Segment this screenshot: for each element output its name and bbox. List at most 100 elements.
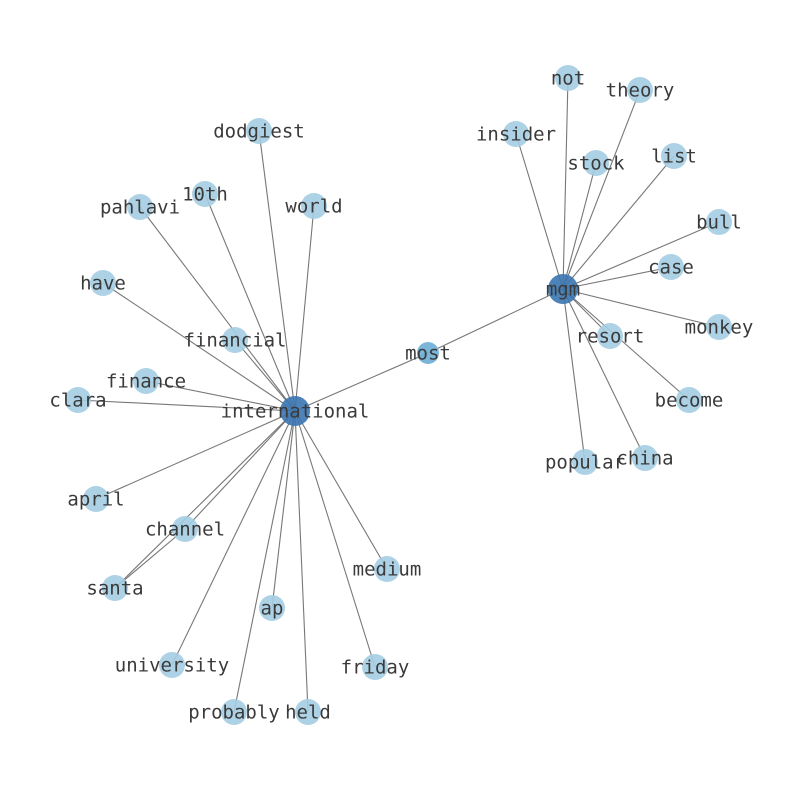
graph-node-monkey[interactable] (706, 314, 732, 340)
graph-node-list[interactable] (661, 143, 687, 169)
graph-node-label-list: list (651, 146, 697, 168)
graph-node-probably[interactable] (221, 699, 247, 725)
graph-node-label-medium: medium (353, 559, 422, 581)
graph-node-resort[interactable] (597, 323, 623, 349)
graph-node-ap[interactable] (259, 595, 285, 621)
graph-node-april[interactable] (83, 486, 109, 512)
graph-edge (139, 206, 296, 412)
graph-edge (562, 162, 597, 290)
graph-node-stock[interactable] (583, 150, 609, 176)
graph-node-label-become: become (655, 390, 724, 412)
graph-edge (562, 155, 675, 290)
graph-edge (515, 133, 564, 290)
graph-node-not[interactable] (555, 65, 581, 91)
graph-edge (562, 89, 641, 290)
graph-edge (234, 339, 296, 412)
graph-node-10th[interactable] (192, 181, 218, 207)
graph-node-label-international: international (221, 401, 370, 423)
graph-node-dodgiest[interactable] (246, 118, 272, 144)
graph-node-label-held: held (285, 702, 331, 724)
graph-edge (171, 410, 296, 666)
graph-node-label-mgm: mgm (546, 279, 580, 301)
graph-edge (562, 221, 720, 290)
graph-edge (562, 288, 586, 463)
edges-layer (77, 77, 720, 713)
graph-node-most[interactable] (417, 342, 439, 364)
graph-node-label-santa: santa (86, 578, 143, 600)
graph-node-clara[interactable] (65, 387, 91, 413)
graph-node-international[interactable] (280, 396, 310, 426)
graph-node-label-university: university (115, 655, 229, 677)
graph-node-university[interactable] (159, 652, 185, 678)
graph-edge (114, 410, 296, 589)
graph-node-held[interactable] (295, 699, 321, 725)
graph-node-channel[interactable] (172, 516, 198, 542)
graph-node-mgm[interactable] (548, 274, 578, 304)
graph-node-medium[interactable] (374, 556, 400, 582)
graph-node-label-china: china (616, 448, 673, 470)
graph-edge (294, 410, 388, 570)
graph-edge (145, 380, 296, 412)
graph-edge (95, 410, 296, 500)
graph-node-label-popular: popular (545, 452, 625, 474)
graph-node-label-financial: financial (184, 330, 287, 352)
graph-edge (114, 528, 186, 589)
graph-node-theory[interactable] (627, 77, 653, 103)
graph-node-label-have: have (80, 273, 126, 295)
graph-node-label-pahlavi: pahlavi (100, 197, 180, 219)
graph-node-friday[interactable] (362, 654, 388, 680)
graph-node-label-resort: resort (576, 326, 645, 348)
graph-edge (427, 288, 564, 354)
graph-node-label-most: most (405, 343, 451, 365)
graph-edge (233, 410, 296, 713)
graph-node-label-theory: theory (606, 80, 675, 102)
graph-node-label-monkey: monkey (685, 317, 754, 339)
graph-node-label-insider: insider (476, 124, 556, 146)
graph-edge (294, 410, 376, 668)
graph-edge (294, 352, 429, 412)
graph-node-label-april: april (67, 489, 124, 511)
graph-node-label-ap: ap (261, 598, 284, 620)
graph-edge (102, 282, 296, 412)
graph-edge (562, 77, 569, 290)
graph-node-santa[interactable] (102, 575, 128, 601)
graph-edge (184, 410, 296, 530)
graph-edge (562, 288, 720, 328)
graph-edge (562, 288, 646, 459)
graph-node-label-10th: 10th (182, 184, 228, 206)
graph-node-popular[interactable] (572, 449, 598, 475)
graph-node-financial[interactable] (222, 327, 248, 353)
graph-node-label-bull: bull (696, 212, 742, 234)
graph-edge (562, 288, 690, 401)
graph-node-world[interactable] (301, 193, 327, 219)
graph-node-bull[interactable] (706, 209, 732, 235)
graph-node-china[interactable] (632, 445, 658, 471)
graph-node-label-not: not (551, 68, 585, 90)
graph-node-become[interactable] (676, 387, 702, 413)
graph-node-label-stock: stock (567, 153, 625, 175)
graph-edge (77, 399, 296, 412)
graph-node-insider[interactable] (503, 121, 529, 147)
graph-node-label-world: world (285, 196, 342, 218)
graph-edge (294, 205, 315, 412)
graph-node-case[interactable] (658, 254, 684, 280)
graph-node-label-clara: clara (49, 390, 106, 412)
graph-node-label-finance: finance (106, 371, 186, 393)
graph-node-label-case: case (648, 257, 694, 279)
graph-node-finance[interactable] (133, 368, 159, 394)
graph-edge (271, 410, 296, 609)
graph-node-have[interactable] (90, 270, 116, 296)
graph-edge (294, 410, 309, 713)
graph-node-label-friday: friday (341, 657, 410, 679)
graph-node-label-probably: probably (188, 702, 280, 724)
graph-node-label-dodgiest: dodgiest (213, 121, 305, 143)
graph-node-label-channel: channel (145, 519, 225, 541)
graph-edge (562, 266, 672, 290)
nodes-layer (65, 65, 732, 725)
graph-node-pahlavi[interactable] (127, 194, 153, 220)
graph-edge (258, 130, 296, 412)
graph-edge (204, 193, 296, 412)
